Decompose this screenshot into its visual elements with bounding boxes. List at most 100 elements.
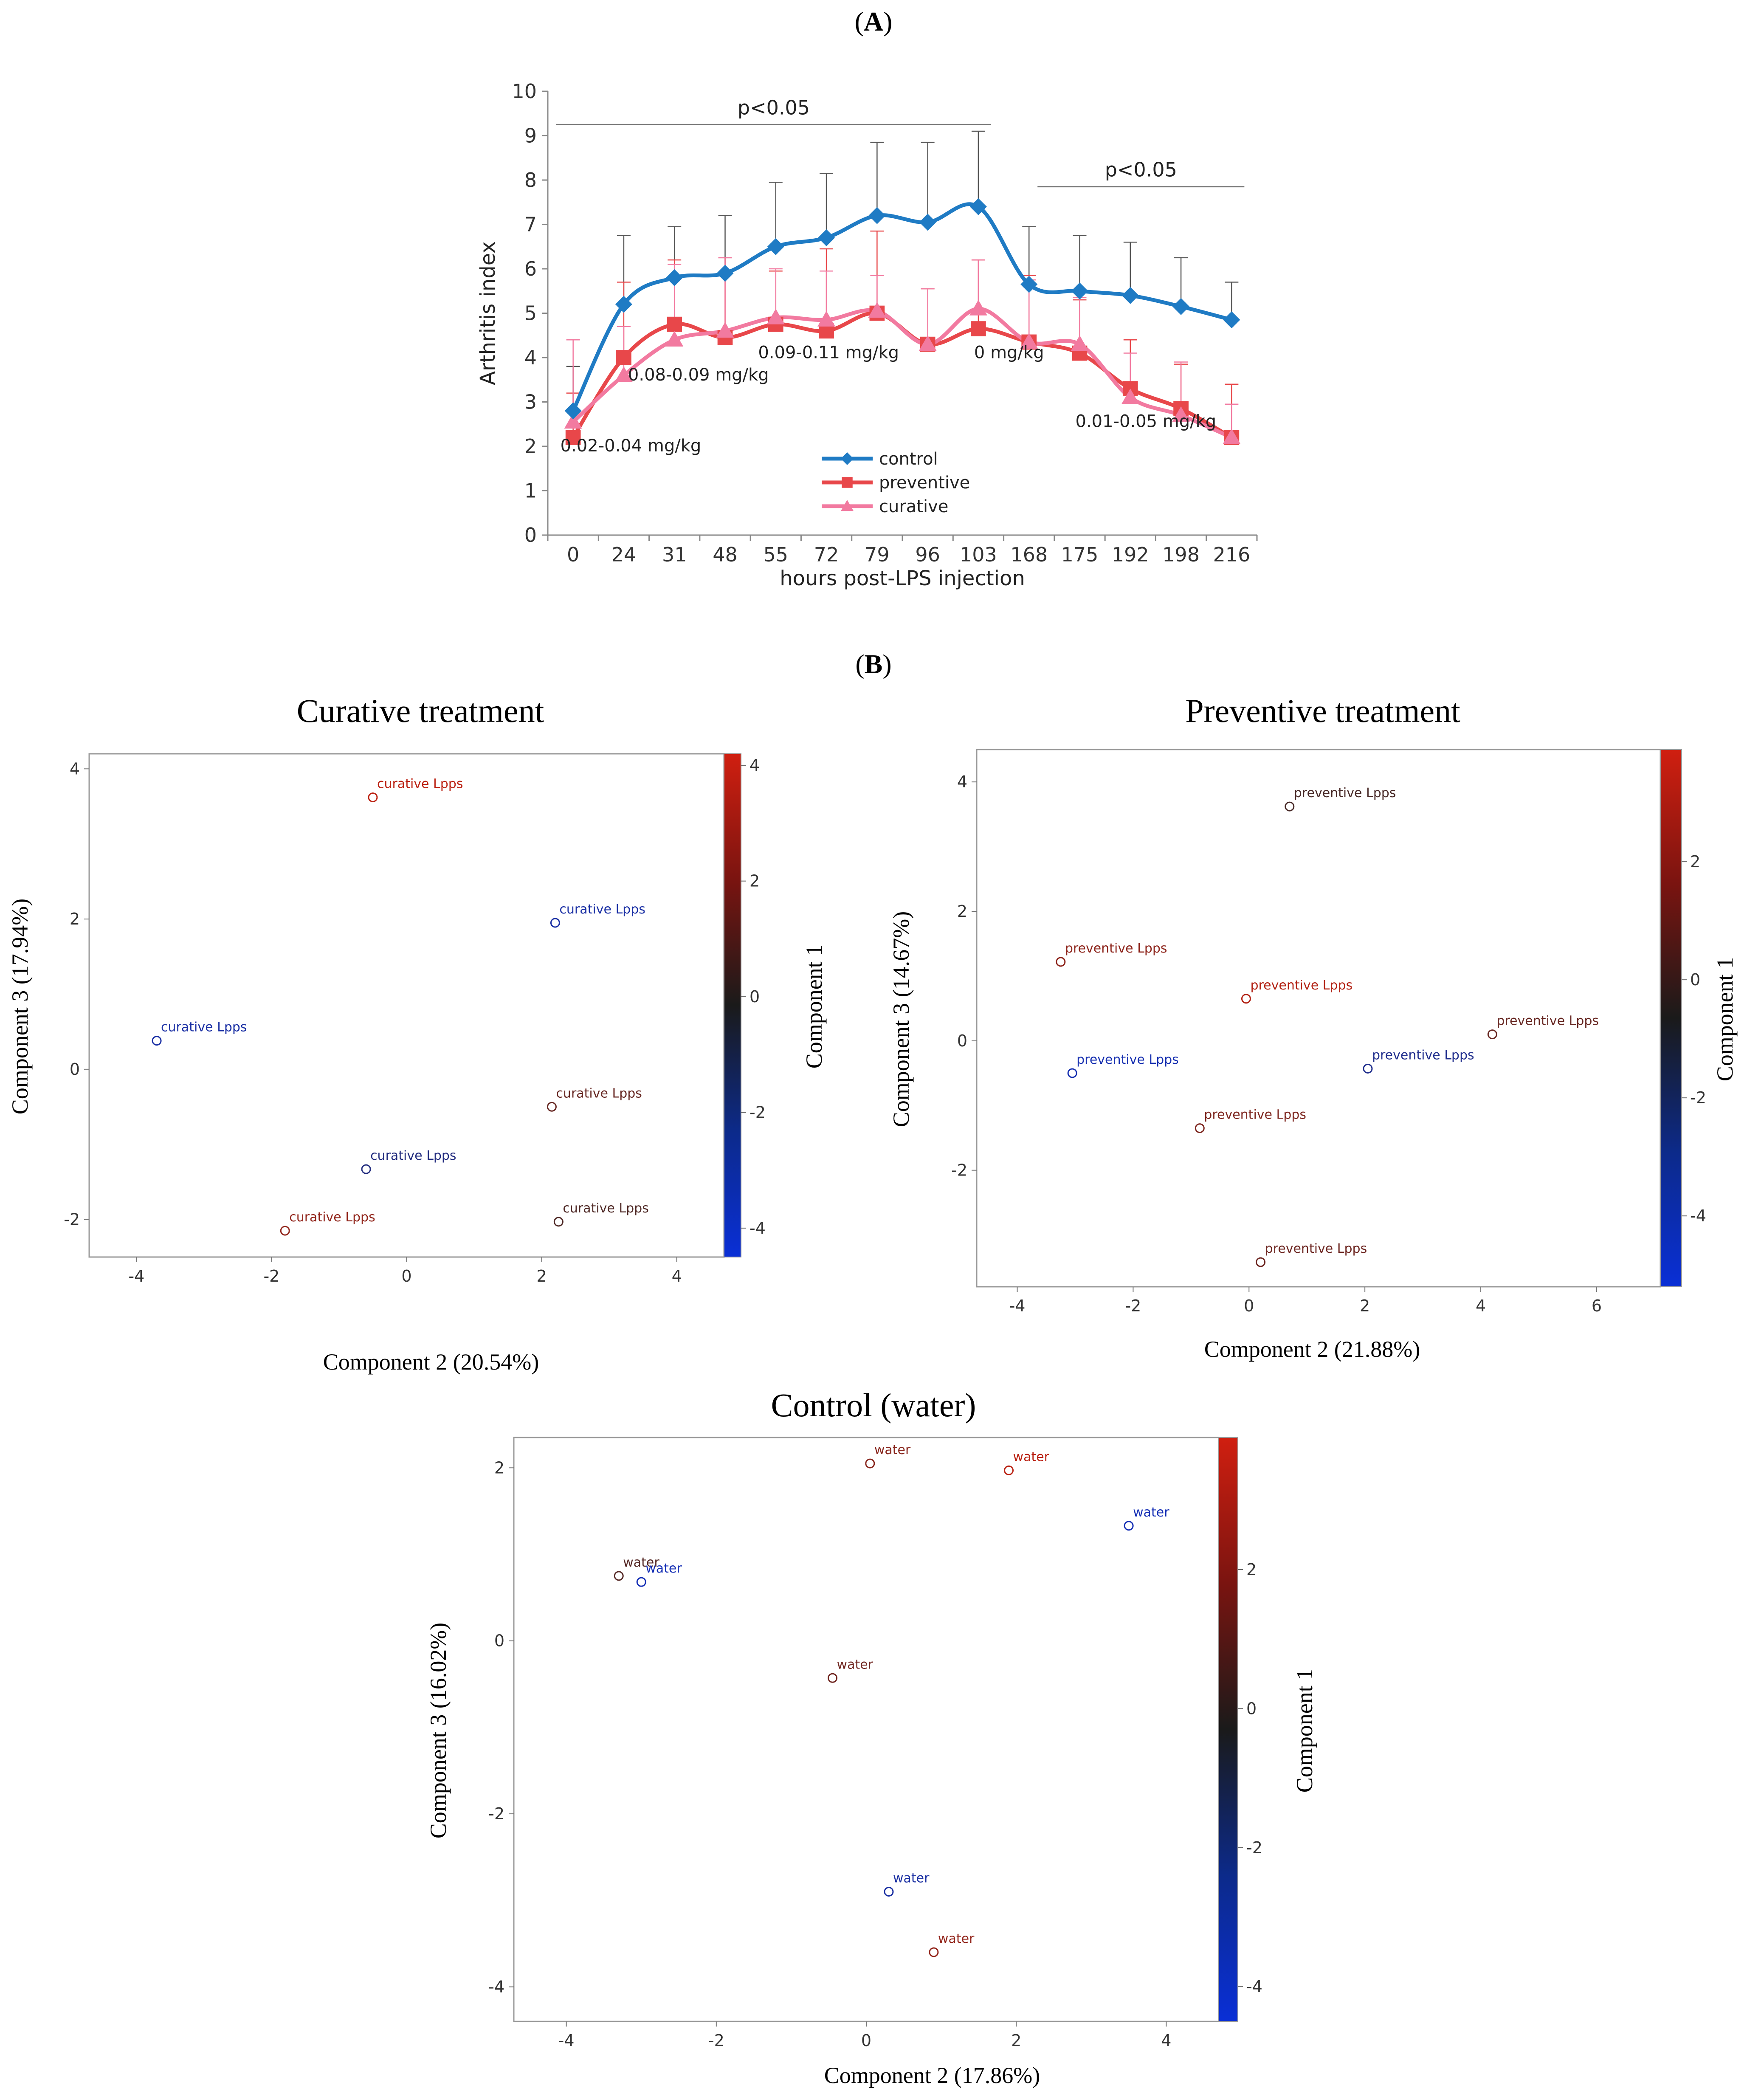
data-point xyxy=(929,1947,939,1957)
point-label: preventive Lpps xyxy=(1294,786,1396,801)
point-label: water xyxy=(1133,1505,1169,1520)
x-tick-label: -2 xyxy=(1125,1297,1141,1315)
y-axis-title: Component 3 (14.67%) xyxy=(888,911,914,1127)
dose-annotation: 0.08-0.09 mg/kg xyxy=(628,365,769,385)
data-point-preventive xyxy=(667,316,682,332)
point-label: water xyxy=(1013,1449,1050,1464)
point-label: preventive Lpps xyxy=(1076,1052,1179,1067)
y-tick-label: -2 xyxy=(951,1161,967,1180)
colorbar-tick-label: 0 xyxy=(1246,1699,1257,1718)
x-tick-label: 6 xyxy=(1592,1297,1602,1315)
point-label: water xyxy=(893,1871,930,1886)
data-point xyxy=(550,918,560,928)
y-tick-label: 8 xyxy=(524,169,537,192)
y-tick-label: 4 xyxy=(957,772,967,791)
colorbar-tick-label: 4 xyxy=(750,756,760,775)
data-point xyxy=(1195,1123,1205,1133)
data-point-preventive xyxy=(971,321,986,336)
point-label: preventive Lpps xyxy=(1372,1048,1474,1063)
plot-frame xyxy=(88,753,725,1258)
x-axis-title: Component 2 (21.88%) xyxy=(1204,1336,1420,1362)
colorbar-tick-label: 0 xyxy=(750,987,760,1006)
colorbar-title: Component 1 xyxy=(1292,1669,1317,1793)
data-point-curative xyxy=(1071,335,1089,351)
x-tick-label: 4 xyxy=(1161,2031,1171,2050)
data-point-curative xyxy=(665,331,684,347)
data-point xyxy=(1285,801,1295,812)
data-point xyxy=(1487,1029,1497,1040)
y-tick-label: 9 xyxy=(524,124,537,147)
point-label: curative Lpps xyxy=(559,902,645,917)
x-tick-label: -4 xyxy=(1009,1297,1026,1315)
data-point-control xyxy=(716,265,734,282)
x-tick-label: -2 xyxy=(263,1267,279,1285)
data-point-control xyxy=(1121,287,1139,304)
data-point xyxy=(547,1102,557,1112)
x-tick-label: 96 xyxy=(915,543,940,566)
x-tick-label: 72 xyxy=(814,543,839,566)
data-point-curative xyxy=(716,322,734,338)
point-label: water xyxy=(623,1555,659,1570)
plot-title: Control (water) xyxy=(771,1387,976,1423)
data-point xyxy=(828,1673,838,1683)
y-tick-label: 4 xyxy=(70,759,80,778)
data-point xyxy=(553,1217,564,1227)
data-point-control xyxy=(1172,298,1190,315)
colorbar-tick-label: 2 xyxy=(1690,852,1700,871)
data-point-preventive xyxy=(616,350,631,365)
x-tick-label: 2 xyxy=(1360,1297,1370,1315)
data-point-curative xyxy=(868,302,886,318)
x-tick-label: 0 xyxy=(861,2031,871,2050)
x-tick-label: 48 xyxy=(713,543,738,566)
legend-label-control: control xyxy=(879,449,938,469)
data-point-control xyxy=(1020,276,1038,293)
y-tick-label: 3 xyxy=(524,391,537,414)
point-label: preventive Lpps xyxy=(1496,1014,1599,1029)
data-point-control xyxy=(615,296,632,313)
data-point-curative xyxy=(817,311,836,327)
panel-label-b: (B) xyxy=(855,649,891,679)
data-point-control xyxy=(564,402,582,420)
data-point xyxy=(368,792,378,803)
x-tick-label: 175 xyxy=(1061,543,1099,566)
point-label: water xyxy=(874,1443,911,1457)
y-axis-title: Component 3 (16.02%) xyxy=(425,1623,451,1838)
colorbar-tick-label: -4 xyxy=(750,1219,766,1237)
dose-annotation: 0.01-0.05 mg/kg xyxy=(1076,412,1217,431)
colorbar-tick-label: -2 xyxy=(1690,1088,1706,1107)
x-tick-label: 216 xyxy=(1213,543,1250,566)
data-point xyxy=(1241,994,1251,1004)
colorbar xyxy=(1660,749,1682,1287)
x-tick-label: -4 xyxy=(128,1267,144,1285)
x-tick-label: 55 xyxy=(764,543,789,566)
data-point-control xyxy=(767,238,784,255)
data-point-control xyxy=(818,229,835,246)
data-point-control xyxy=(1071,282,1088,300)
x-tick-label: 192 xyxy=(1112,543,1149,566)
x-axis-title: Component 2 (20.54%) xyxy=(323,1349,539,1375)
data-point-curative xyxy=(969,300,987,316)
x-tick-label: 24 xyxy=(611,543,637,566)
colorbar-title: Component 1 xyxy=(1712,957,1738,1082)
y-tick-label: 0 xyxy=(494,1632,504,1650)
y-tick-label: 5 xyxy=(524,302,537,325)
y-tick-label: -2 xyxy=(488,1804,504,1823)
legend-marker-preventive xyxy=(842,477,853,488)
x-tick-label: 2 xyxy=(1011,2031,1021,2050)
x-tick-label: 4 xyxy=(672,1267,682,1285)
dose-annotation: 0.09-0.11 mg/kg xyxy=(758,343,899,363)
significance-label: p<0.05 xyxy=(738,96,810,119)
x-tick-label: 0 xyxy=(567,543,579,566)
point-label: water xyxy=(938,1931,975,1946)
plot-title: Curative treatment xyxy=(297,692,544,729)
y-tick-label: 2 xyxy=(957,902,967,921)
data-point xyxy=(361,1164,371,1174)
data-point-curative xyxy=(1020,333,1038,349)
x-tick-label: 31 xyxy=(662,543,687,566)
data-point xyxy=(1363,1063,1373,1074)
plot-title: Preventive treatment xyxy=(1185,692,1460,729)
point-label: curative Lpps xyxy=(370,1148,456,1163)
y-tick-label: 10 xyxy=(512,80,537,103)
data-point-control xyxy=(919,214,936,231)
